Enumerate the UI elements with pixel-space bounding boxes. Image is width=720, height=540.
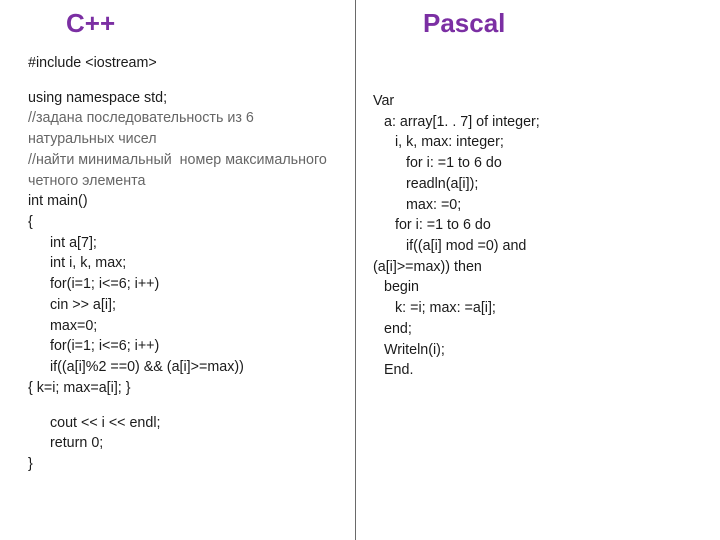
code-line: int main() [28,191,341,212]
code-comment: //найти минимальный номер максимального … [28,150,341,191]
code-line: max=0; [28,316,341,337]
blank-line [28,74,341,88]
code-line: a: array[1. . 7] of integer; [373,112,706,133]
code-line: { k=i; max=a[i]; } [28,378,341,399]
code-line: k: =i; max: =a[i]; [373,298,706,319]
code-line: for(i=1; i<=6; i++) [28,336,341,357]
code-line: #include <iostream> [28,53,341,74]
code-line: max: =0; [373,195,706,216]
right-column: Pascal Vara: array[1. . 7] of integer;i,… [355,0,720,540]
code-comment: //задана последовательность из 6 натурал… [28,108,341,149]
code-line: i, k, max: integer; [373,132,706,153]
blank-line [28,399,341,413]
code-line: cin >> a[i]; [28,295,341,316]
code-line: if((a[i] mod =0) and [373,236,706,257]
pascal-heading: Pascal [423,8,706,39]
vertical-divider [355,0,356,540]
code-line: } [28,454,341,475]
code-line: using namespace std; [28,88,341,109]
code-line: if((a[i]%2 ==0) && (a[i]>=max)) [28,357,341,378]
code-line: int i, k, max; [28,253,341,274]
code-line: Var [373,91,706,112]
cpp-heading: C++ [66,8,341,39]
slide-container: C++ #include <iostream> using namespace s… [0,0,720,540]
code-line: Writeln(i); [373,340,706,361]
pascal-code-block: Vara: array[1. . 7] of integer;i, k, max… [373,91,706,381]
code-line: readln(a[i]); [373,174,706,195]
code-line: (a[i]>=max)) then [373,257,706,278]
code-line: return 0; [28,433,341,454]
code-line: begin [373,277,706,298]
code-line: for(i=1; i<=6; i++) [28,274,341,295]
code-line: end; [373,319,706,340]
code-line: for i: =1 to 6 do [373,215,706,236]
code-line: cout << i << endl; [28,413,341,434]
code-line: End. [373,360,706,381]
code-line: { [28,212,341,233]
cpp-code-block: #include <iostream>using namespace std;/… [28,53,341,475]
left-column: C++ #include <iostream> using namespace s… [0,0,355,540]
code-line: int a[7]; [28,233,341,254]
code-line: for i: =1 to 6 do [373,153,706,174]
